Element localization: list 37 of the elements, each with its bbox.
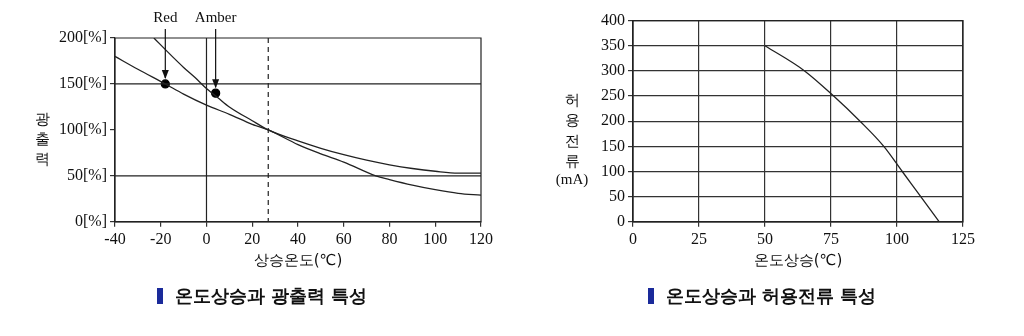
- y-tick-label: 50: [609, 186, 625, 204]
- x-tick-label: 25: [691, 229, 707, 247]
- x-tick-label: -40: [104, 229, 126, 247]
- text: 온도상승과 허용전류 특성: [665, 284, 877, 308]
- x-axis-title: 온도상승(℃): [753, 250, 843, 269]
- y-tick-label: 250: [601, 86, 625, 104]
- y-tick-label: 0[%]: [75, 212, 107, 229]
- y-tick-label: 350: [601, 35, 625, 53]
- x-axis-title: 상승온도(℃): [253, 250, 343, 269]
- y-tick-label: 100: [601, 161, 625, 179]
- y-tick-label: 150[%]: [59, 74, 107, 92]
- x-tick-label: 20: [244, 229, 261, 247]
- x-tick-label: 75: [823, 229, 839, 247]
- x-tick-label: 100: [885, 229, 909, 247]
- y-tick-label: 0: [617, 212, 625, 229]
- x-tick-label: 100: [423, 229, 448, 247]
- y-tick-label: 200: [601, 111, 625, 129]
- x-tick-label: -20: [150, 229, 172, 247]
- annotation: Red: [153, 9, 178, 26]
- x-tick-label: 60: [335, 229, 352, 247]
- x-tick-label: 80: [381, 229, 398, 247]
- x-tick-label: 0: [629, 229, 637, 247]
- annotation: Amber: [194, 9, 237, 26]
- y-tick-label: 100[%]: [59, 120, 107, 138]
- x-tick-label: 40: [289, 229, 306, 247]
- y-axis-title: 광출력: [34, 108, 50, 170]
- x-tick-label: 0: [202, 229, 211, 247]
- y-tick-label: 200[%]: [59, 28, 107, 46]
- x-tick-label: 120: [469, 229, 493, 247]
- x-tick-label: 125: [951, 229, 975, 247]
- y-tick-label: 150: [601, 136, 625, 154]
- x-tick-label: 50: [757, 229, 773, 247]
- text: 온도상승과 광출력 특성: [174, 284, 368, 308]
- y-tick-label: 400: [601, 10, 625, 28]
- y-tick-label: 50[%]: [67, 166, 107, 184]
- y-axis-title: 허용전류 (mA): [555, 90, 589, 188]
- y-tick-label: 300: [601, 61, 625, 79]
